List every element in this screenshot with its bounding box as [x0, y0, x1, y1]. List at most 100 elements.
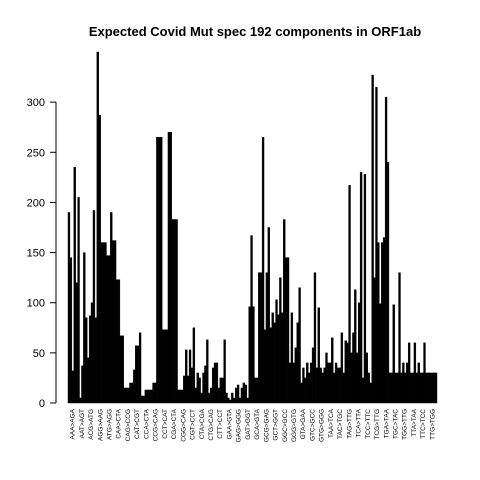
- bar: [377, 242, 380, 404]
- bar: [315, 367, 319, 404]
- bar: [219, 377, 222, 404]
- bar: [404, 372, 407, 404]
- bar: [365, 352, 369, 404]
- x-tick-label: CCT>CAT: [162, 409, 169, 439]
- x-tick-label: TGC>TAC: [392, 409, 399, 439]
- bar: [421, 372, 424, 404]
- bar: [71, 370, 74, 404]
- bar: [102, 242, 105, 404]
- bar: [338, 367, 342, 404]
- bar: [394, 372, 397, 404]
- bar: [144, 389, 148, 404]
- bar: [369, 382, 372, 404]
- bar-series: [67, 51, 438, 404]
- x-tick-label: TTA>TAA: [411, 408, 418, 436]
- bar: [148, 389, 151, 404]
- bar: [263, 329, 267, 404]
- bar: [140, 395, 144, 404]
- bar: [311, 347, 315, 404]
- bar: [273, 322, 276, 404]
- bar: [267, 227, 271, 404]
- bar: [256, 377, 259, 404]
- bar: [92, 210, 96, 404]
- bar: [429, 372, 432, 404]
- bar: [279, 277, 282, 404]
- x-tick-label: GAG>GGG: [236, 409, 243, 442]
- bar: [331, 337, 334, 404]
- bar: [221, 377, 224, 404]
- bar: [240, 387, 244, 404]
- bar: [340, 332, 344, 404]
- bar: [265, 272, 269, 404]
- bar: [431, 372, 434, 404]
- bar: [359, 172, 363, 404]
- bar: [183, 375, 186, 404]
- chart-title: Expected Covid Mut spec 192 components i…: [89, 24, 421, 39]
- bar: [142, 395, 146, 404]
- bar: [296, 322, 299, 404]
- bar: [348, 185, 351, 404]
- bar: [75, 282, 78, 404]
- bar: [77, 197, 80, 404]
- bar: [188, 349, 192, 404]
- bar: [248, 306, 251, 404]
- bar: [236, 384, 240, 404]
- bar: [223, 339, 226, 404]
- bar: [354, 289, 357, 404]
- x-tick-label: CTA>CGA: [199, 408, 206, 439]
- bar: [286, 257, 290, 404]
- x-tick-label: GCG>GAG: [263, 409, 270, 442]
- bar: [79, 397, 82, 404]
- bar: [350, 352, 353, 404]
- bar: [329, 362, 332, 404]
- y-tick-label: 200: [27, 197, 45, 209]
- x-tick-label: AAA>AGA: [70, 408, 77, 439]
- bar: [284, 257, 288, 404]
- x-tick-label: CGT>CCT: [190, 409, 197, 440]
- bar: [111, 240, 115, 404]
- y-tick-label: 100: [27, 298, 45, 310]
- bar: [281, 312, 284, 404]
- bar: [238, 397, 242, 404]
- bar: [434, 372, 438, 404]
- bar: [375, 86, 378, 404]
- bar: [81, 365, 84, 404]
- bar: [371, 74, 374, 404]
- bar: [138, 332, 142, 404]
- bar: [117, 279, 121, 404]
- x-tick-label: ACG>ATG: [88, 409, 95, 440]
- bar: [152, 382, 155, 404]
- x-tick-label: GGC>GCC: [282, 409, 289, 442]
- x-tick-label: TCC>TTC: [365, 409, 372, 439]
- bar: [217, 387, 221, 404]
- bar: [358, 302, 361, 404]
- bar: [250, 235, 253, 404]
- bar: [198, 377, 201, 404]
- bar: [127, 387, 130, 404]
- bar: [192, 327, 196, 404]
- bar: [163, 329, 167, 404]
- bar: [261, 137, 265, 404]
- bar: [234, 387, 238, 404]
- x-tick-label: GCT>GGT: [273, 409, 280, 441]
- bar: [269, 327, 272, 404]
- bar: [298, 287, 301, 404]
- bar: [386, 162, 390, 404]
- y-tick-label: 300: [27, 97, 45, 109]
- bar: [210, 387, 213, 404]
- bar: [115, 279, 119, 404]
- bar: [363, 174, 367, 404]
- bar: [379, 303, 382, 404]
- bar: [411, 372, 415, 404]
- bar: [277, 314, 280, 404]
- bar: [98, 114, 101, 404]
- bar: [309, 362, 313, 404]
- bar: [181, 389, 184, 404]
- bar: [352, 332, 355, 404]
- bar: [88, 315, 92, 404]
- bar: [190, 367, 194, 404]
- bar: [288, 362, 292, 404]
- bar: [400, 372, 403, 404]
- x-tick-label: AGG>AAG: [97, 409, 104, 441]
- x-tick-label: GCA>GTA: [254, 408, 261, 439]
